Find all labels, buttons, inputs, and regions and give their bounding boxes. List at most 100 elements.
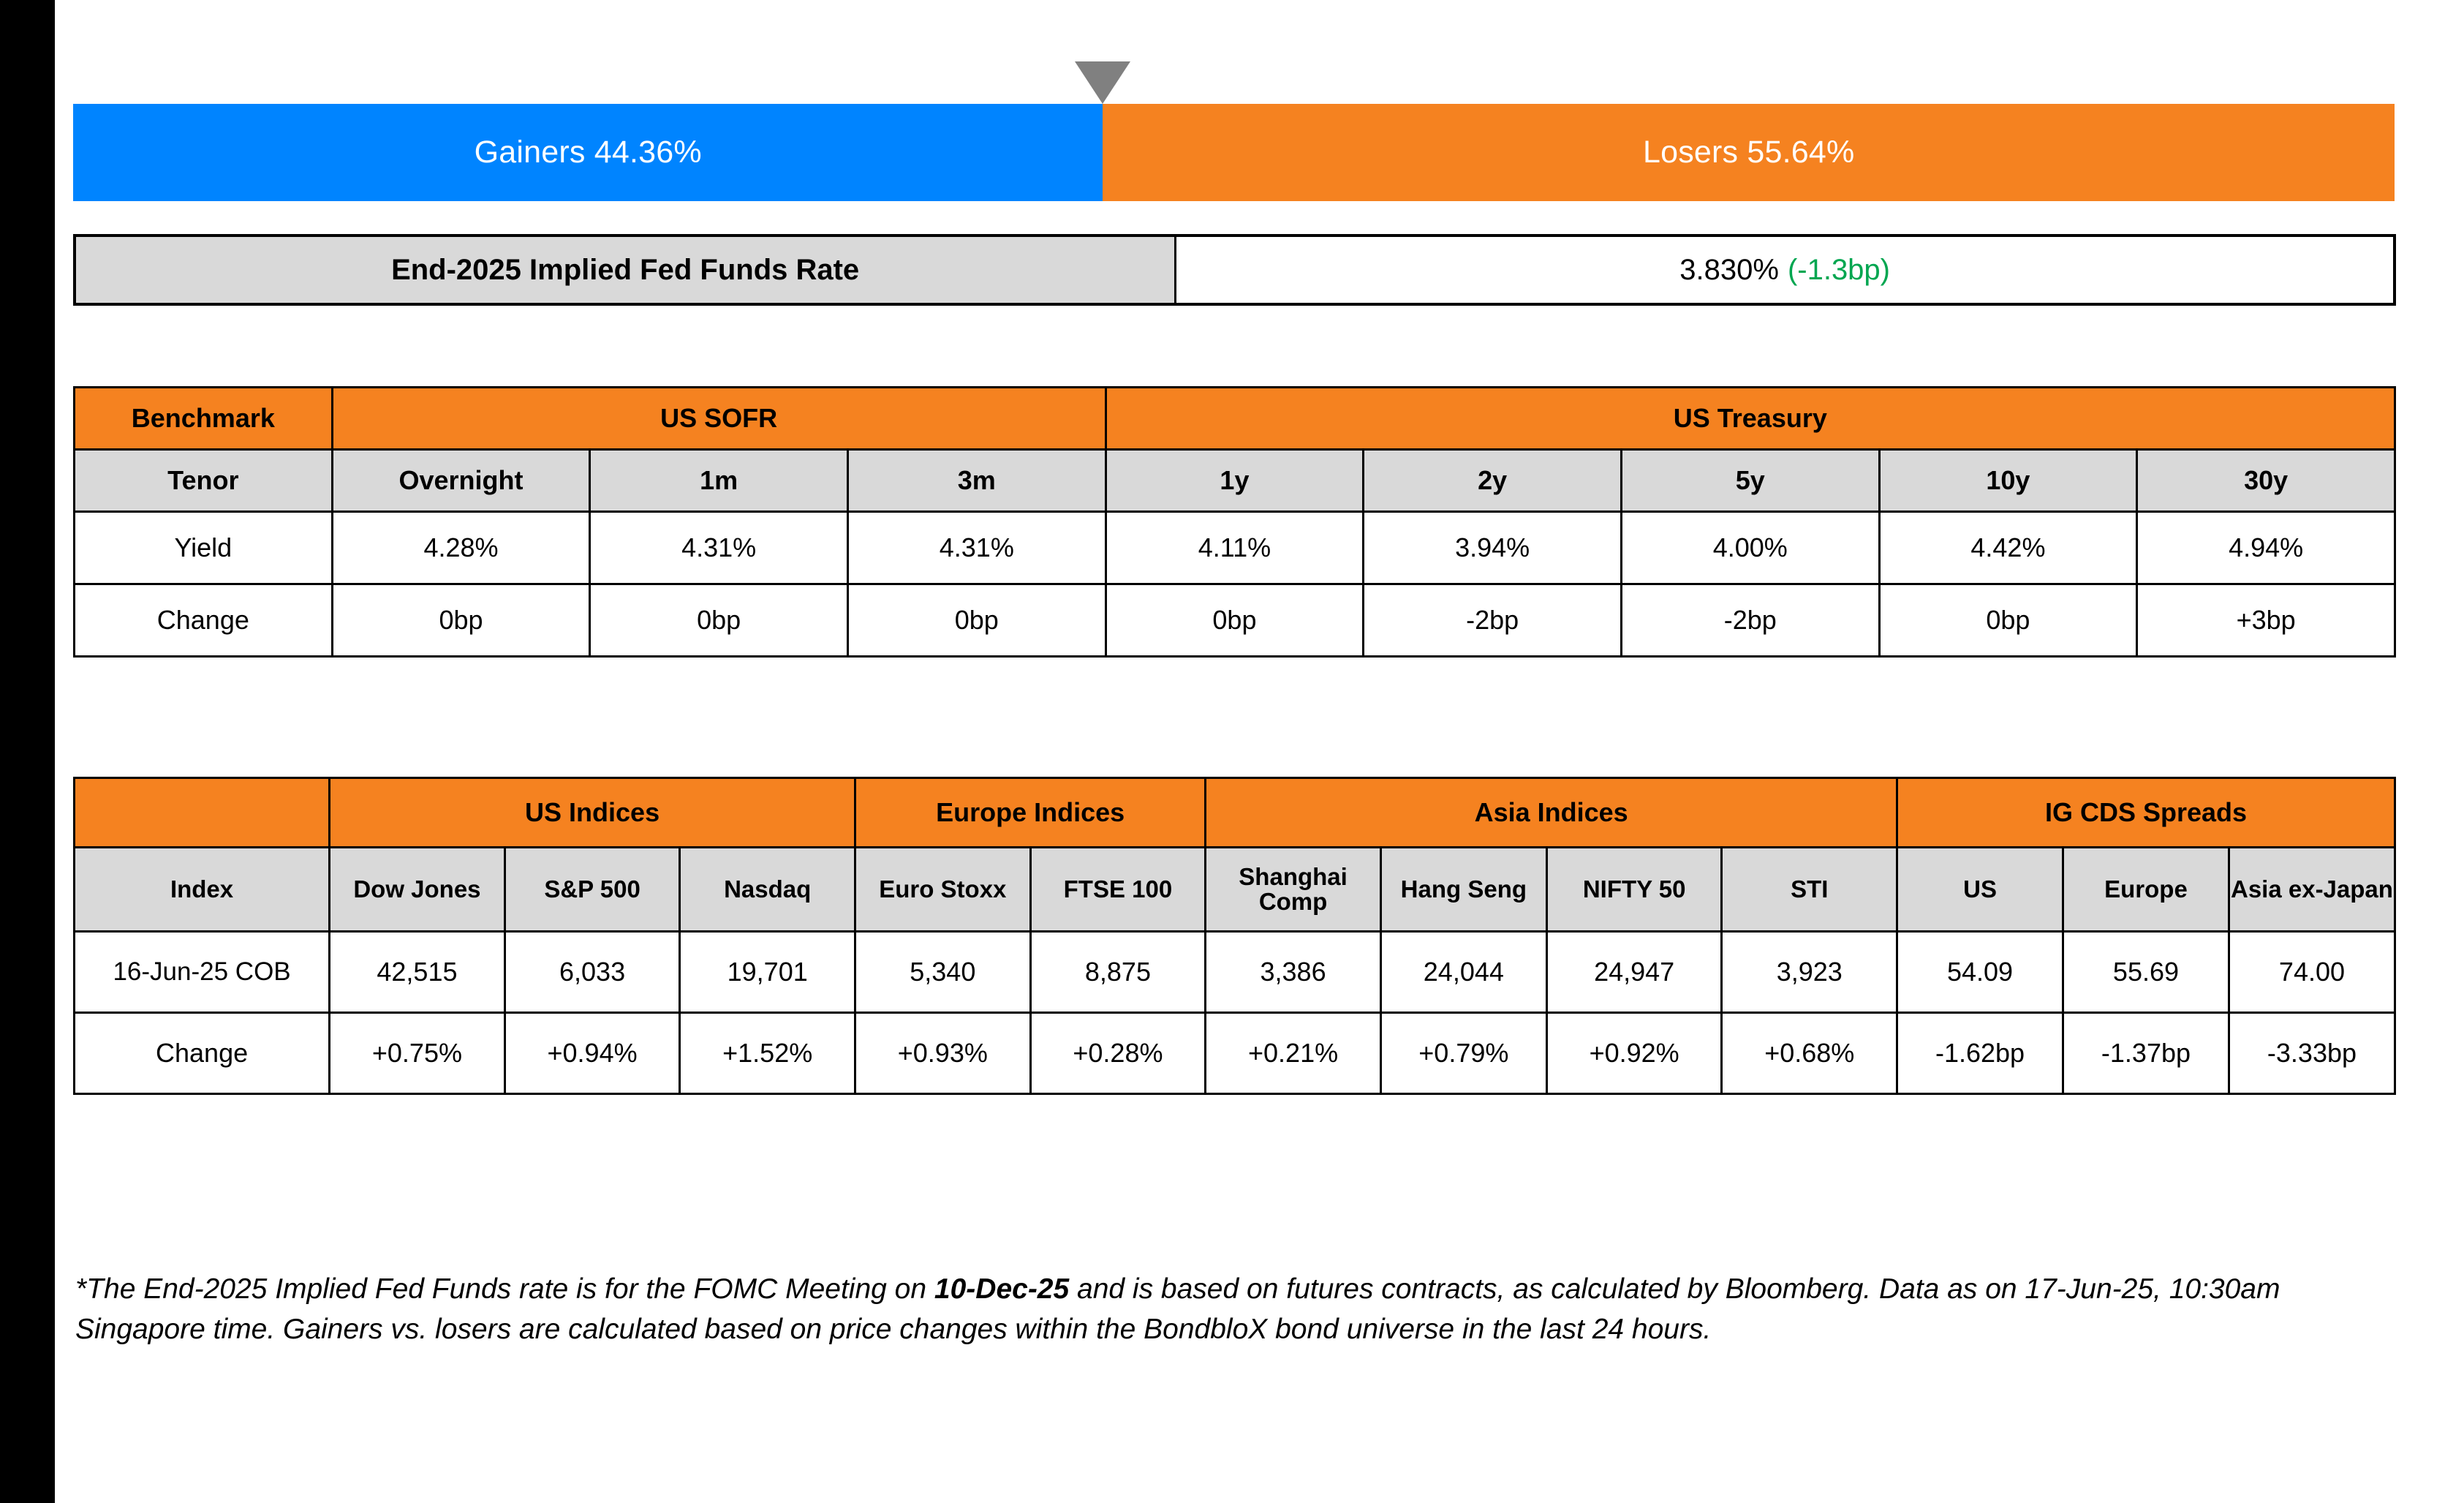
index-value-cell: 6,033	[503, 930, 681, 1014]
benchmark-corner-header: Benchmark	[73, 386, 333, 451]
indices-table: US Indices Europe Indices Asia Indices IG C…	[72, 777, 2397, 1095]
index-change-cell: +0.68%	[1720, 1012, 1899, 1095]
indices-column-header-row: Index Dow Jones S&P 500 Nasdaq Euro Stoxx FTS…	[72, 846, 2397, 933]
indices-section-header: Europe Indices	[853, 777, 1207, 848]
benchmark-section-header: US Treasury	[1104, 386, 2397, 451]
index-value-cell: 74.00	[2227, 930, 2397, 1014]
index-change-cell: +0.79%	[1379, 1012, 1548, 1095]
index-change-cell: -1.37bp	[2062, 1012, 2230, 1095]
benchmark-change-row-label: Change	[73, 583, 333, 658]
index-value-cell: 24,947	[1545, 930, 1723, 1014]
benchmark-section-header: US SOFR	[330, 386, 1107, 451]
footnote-bold-date: 10-Dec-25	[934, 1273, 1070, 1305]
tenor-header-cell: 10y	[1878, 448, 2139, 513]
indices-change-row-label: Change	[72, 1012, 331, 1095]
indices-section-header: Asia Indices	[1204, 777, 1899, 848]
tenor-header-cell: 1y	[1104, 448, 1365, 513]
index-column-header: Shanghai Comp	[1204, 846, 1382, 933]
slide-canvas: Gainers 44.36% Losers 55.64% End-2025 Im…	[55, 0, 2464, 1503]
benchmark-change-cell: -2bp	[1362, 583, 1622, 658]
tenor-header-cell: 3m	[846, 448, 1107, 513]
index-column-header: Asia ex-Japan	[2227, 846, 2397, 933]
yield-value-cell: 4.11%	[1104, 511, 1365, 585]
index-change-cell: +1.52%	[679, 1012, 856, 1095]
indices-section-header-row: US Indices Europe Indices Asia Indices IG C…	[72, 777, 2396, 848]
yield-row-label: Yield	[73, 511, 333, 585]
benchmark-section-header-row: Benchmark US SOFR US Treasury	[73, 386, 2397, 451]
benchmark-change-row: Change 0bp 0bp 0bp 0bp -2bp -2bp 0bp +3bp	[73, 583, 2396, 658]
index-change-cell: +0.93%	[854, 1012, 1032, 1095]
fed-funds-value: 3.830%	[1679, 253, 1779, 286]
index-value-cell: 5,340	[854, 930, 1032, 1014]
yield-value-cell: 4.28%	[330, 511, 592, 585]
fed-funds-value-cell: 3.830% (-1.3bp)	[1176, 237, 2393, 303]
index-column-header: Euro Stoxx	[854, 846, 1032, 933]
gainers-losers-bar: Gainers 44.36% Losers 55.64%	[73, 104, 2395, 201]
index-column-header: Hang Seng	[1379, 846, 1548, 933]
fed-funds-row: End-2025 Implied Fed Funds Rate 3.830% (…	[73, 234, 2396, 306]
yield-value-cell: 4.94%	[2136, 511, 2396, 585]
losers-label: Losers 55.64%	[1642, 135, 1855, 170]
tenor-header-cell: 5y	[1620, 448, 1881, 513]
index-column-header: Dow Jones	[328, 846, 506, 933]
indices-value-row: 16-Jun-25 COB 42,515 6,033 19,701 5,340 8,875…	[72, 930, 2397, 1014]
indices-change-row: Change +0.75% +0.94% +1.52% +0.93% +0.28% +0.2…	[72, 1012, 2397, 1095]
index-column-header: FTSE 100	[1029, 846, 1207, 933]
index-column-header: NIFTY 50	[1545, 846, 1723, 933]
tenor-header-cell: 1m	[589, 448, 849, 513]
left-black-margin	[0, 0, 55, 1503]
indices-section-header: US Indices	[328, 777, 856, 848]
yield-value-cell: 4.00%	[1620, 511, 1881, 585]
benchmark-change-cell: 0bp	[846, 583, 1107, 658]
fed-funds-change: (-1.3bp)	[1787, 253, 1890, 286]
index-value-cell: 54.09	[1896, 930, 2064, 1014]
fed-funds-label: End-2025 Implied Fed Funds Rate	[76, 237, 1177, 303]
footnote: *The End-2025 Implied Fed Funds rate is …	[75, 1269, 2349, 1350]
index-value-cell: 55.69	[2062, 930, 2230, 1014]
index-column-header: S&P 500	[503, 846, 681, 933]
yield-value-cell: 4.42%	[1878, 511, 2139, 585]
losers-segment: Losers 55.64%	[1103, 104, 2395, 201]
tenor-row-label: Tenor	[73, 448, 333, 513]
tenor-header-cell: Overnight	[330, 448, 592, 513]
index-value-cell: 8,875	[1029, 930, 1207, 1014]
benchmark-change-cell: +3bp	[2136, 583, 2396, 658]
footnote-part1: *The End-2025 Implied Fed Funds rate is …	[75, 1273, 934, 1305]
index-column-header: Europe	[2062, 846, 2230, 933]
yield-value-cell: 3.94%	[1362, 511, 1622, 585]
index-column-header: Nasdaq	[679, 846, 856, 933]
indices-date-label: 16-Jun-25 COB	[72, 930, 331, 1014]
index-value-cell: 42,515	[328, 930, 506, 1014]
benchmark-change-cell: -2bp	[1620, 583, 1881, 658]
benchmark-change-cell: 0bp	[330, 583, 592, 658]
index-row-label: Index	[72, 846, 331, 933]
benchmark-change-cell: 0bp	[1878, 583, 2139, 658]
benchmark-table: Benchmark US SOFR US Treasury Tenor Overnigh…	[73, 386, 2397, 658]
index-value-cell: 3,923	[1720, 930, 1899, 1014]
indices-section-header: IG CDS Spreads	[1896, 777, 2396, 848]
benchmark-change-cell: 0bp	[1104, 583, 1365, 658]
index-change-cell: +0.75%	[328, 1012, 506, 1095]
tenor-header-row: Tenor Overnight 1m 3m 1y 2y 5y 10y 30y	[73, 448, 2396, 513]
gainers-label: Gainers 44.36%	[474, 135, 702, 170]
index-change-cell: -3.33bp	[2227, 1012, 2397, 1095]
tenor-header-cell: 2y	[1362, 448, 1622, 513]
index-value-cell: 24,044	[1379, 930, 1548, 1014]
index-value-cell: 19,701	[679, 930, 856, 1014]
benchmark-change-cell: 0bp	[589, 583, 849, 658]
index-change-cell: +0.92%	[1545, 1012, 1723, 1095]
yield-value-cell: 4.31%	[589, 511, 849, 585]
split-marker-triangle-icon	[1075, 61, 1131, 104]
gainers-segment: Gainers 44.36%	[73, 104, 1103, 201]
index-change-cell: +0.28%	[1029, 1012, 1207, 1095]
index-change-cell: -1.62bp	[1896, 1012, 2064, 1095]
index-change-cell: +0.21%	[1204, 1012, 1382, 1095]
index-change-cell: +0.94%	[503, 1012, 681, 1095]
footnote-part2: and is based on futures contracts, as ca…	[75, 1273, 2280, 1346]
indices-section-header-blank	[72, 777, 331, 848]
tenor-header-cell: 30y	[2136, 448, 2396, 513]
index-column-header: US	[1896, 846, 2064, 933]
yield-row: Yield 4.28% 4.31% 4.31% 4.11% 3.94% 4.00% 4.42%…	[73, 511, 2396, 585]
yield-value-cell: 4.31%	[846, 511, 1107, 585]
index-value-cell: 3,386	[1204, 930, 1382, 1014]
